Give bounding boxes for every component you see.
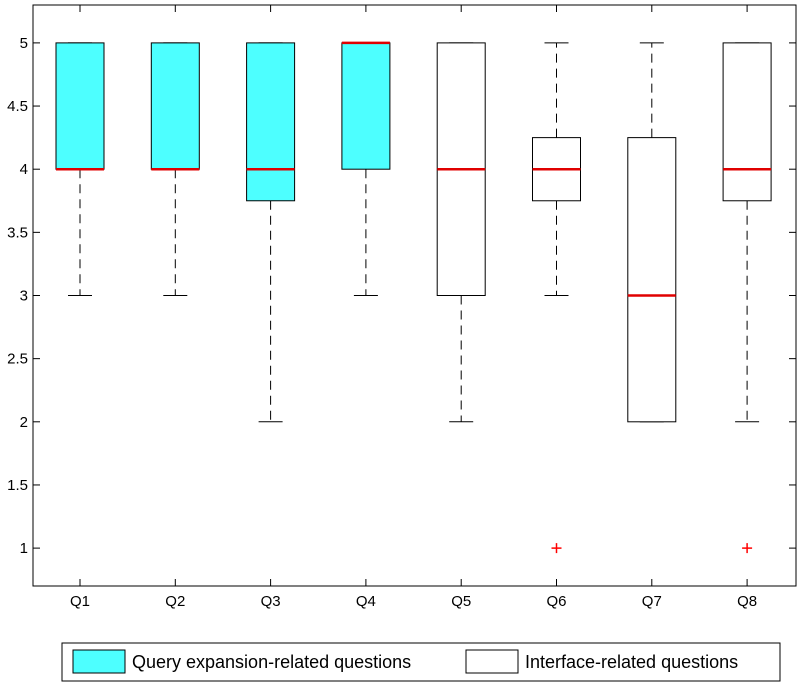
x-tick-label: Q2 [165, 593, 185, 610]
box-q3 [246, 42, 296, 423]
y-tick-label: 3.5 [7, 224, 28, 241]
legend-swatch [465, 649, 519, 674]
x-tick-label: Q1 [70, 593, 90, 610]
box-q6 [532, 42, 581, 554]
x-tick-label: Q4 [356, 593, 376, 610]
x-tick-label: Q8 [737, 593, 757, 610]
box-q5 [436, 42, 486, 423]
x-tick-label: Q7 [642, 593, 662, 610]
y-tick-label: 2 [20, 414, 28, 431]
legend-label: Interface-related questions [525, 652, 738, 672]
x-tick-label: Q6 [546, 593, 566, 610]
outlier-marker [742, 543, 753, 554]
box-q7 [627, 42, 677, 423]
plot-area: 1 1.5 2 2.5 3 3.5 4 4.5 5 Q1 Q2 Q3 Q4 Q5 Q6 Q7 Q8 [7, 4, 797, 610]
legend-label: Query expansion-related questions [132, 652, 411, 672]
legend-item-query: Query expansion-related questions [72, 649, 411, 674]
box-body [246, 42, 296, 202]
box-body [722, 42, 772, 202]
legend: Query expansion-related questions Interfa… [61, 642, 781, 682]
box-q2 [150, 42, 200, 296]
legend-swatch [72, 649, 126, 674]
y-tick-label: 4.5 [7, 98, 28, 115]
box-body [150, 42, 200, 170]
legend-frame [61, 642, 781, 682]
axes-frame [32, 4, 797, 587]
x-tick-label: Q5 [451, 593, 471, 610]
y-tick-label: 3 [20, 288, 28, 305]
box-q1 [55, 42, 105, 296]
legend-item-interface: Interface-related questions [465, 649, 738, 674]
y-tick-label: 5 [20, 35, 28, 52]
y-tick-label: 1.5 [7, 477, 28, 494]
x-tick-label: Q3 [261, 593, 281, 610]
box-body [341, 42, 391, 170]
box-body [55, 42, 105, 170]
y-tick-label: 2.5 [7, 351, 28, 368]
box-q4 [341, 41, 391, 296]
y-tick-label: 1 [20, 540, 28, 557]
box-body [627, 137, 677, 423]
y-tick-label: 4 [20, 161, 28, 178]
outlier-marker [551, 543, 562, 554]
box-q8 [722, 42, 772, 554]
